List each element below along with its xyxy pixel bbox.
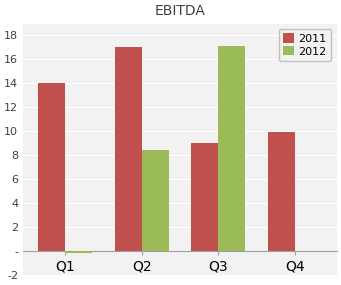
Bar	[39, 83, 65, 251]
Title: EBITDA: EBITDA	[154, 4, 205, 18]
Bar	[268, 133, 295, 251]
Bar	[218, 46, 245, 251]
Legend: 2011, 2012: 2011, 2012	[279, 29, 331, 61]
Bar	[65, 251, 92, 253]
Bar	[191, 143, 218, 251]
Bar	[142, 150, 168, 251]
Bar	[115, 47, 142, 251]
